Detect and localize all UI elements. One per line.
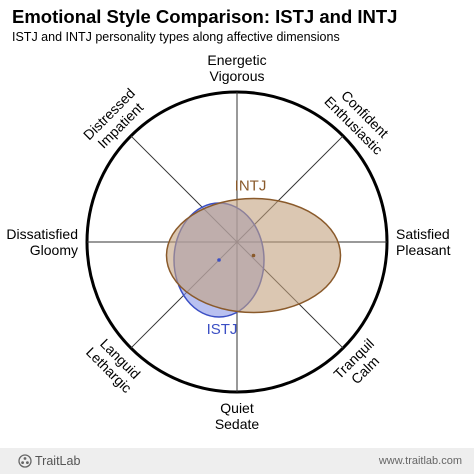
axis-label: Vigorous [209,68,264,84]
axis-label: Satisfied [396,226,450,242]
chart-series: ISTJ INTJ [165,178,342,338]
axis-label: Energetic [207,52,266,68]
series-center-intj [251,253,256,258]
traitlab-logo-icon [18,454,32,471]
series-center-istj [217,258,221,262]
series-label-istj: ISTJ [207,321,238,338]
site-url[interactable]: www.traitlab.com [378,455,462,467]
brand-name: TraitLab [35,454,81,468]
brand[interactable]: TraitLab [18,454,80,471]
axis-label: Gloomy [30,242,78,258]
chart-subtitle: ISTJ and INTJ personality types along af… [12,30,340,44]
chart-title: Emotional Style Comparison: ISTJ and INT… [12,6,398,27]
axis-label: Pleasant [396,242,451,258]
footer-bar: TraitLab www.traitlab.com [0,448,474,474]
series-label-intj: INTJ [235,178,267,195]
axis-label: Quiet [220,400,254,416]
axis-label: Sedate [215,416,260,432]
axis-label: Dissatisfied [6,226,78,242]
